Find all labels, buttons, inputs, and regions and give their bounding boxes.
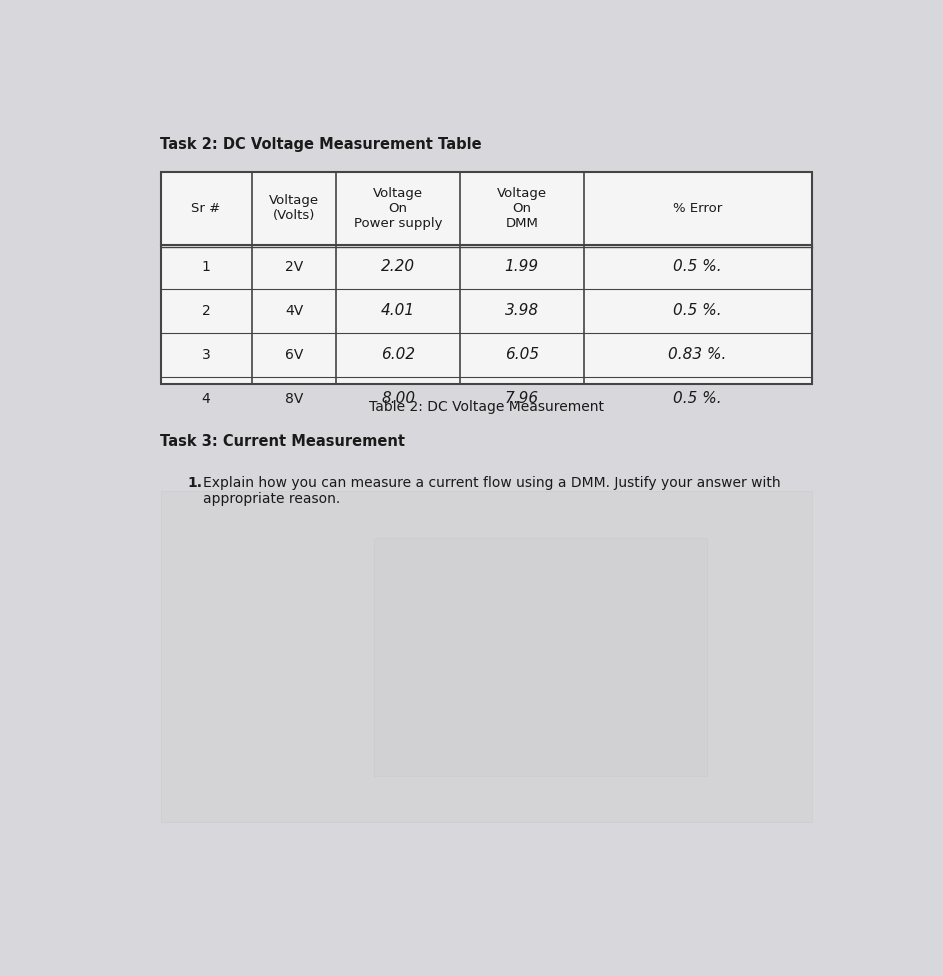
Text: 2.20: 2.20 (381, 260, 415, 274)
Text: Voltage
On
DMM: Voltage On DMM (497, 186, 547, 230)
Text: 4: 4 (202, 391, 210, 406)
Text: 6V: 6V (285, 347, 303, 362)
Text: Explain how you can measure a current flow using a DMM. Justify your answer with: Explain how you can measure a current fl… (203, 476, 781, 507)
Text: Task 3: Current Measurement: Task 3: Current Measurement (160, 433, 405, 449)
Text: 3: 3 (202, 347, 210, 362)
Text: 1.99: 1.99 (505, 260, 538, 274)
Text: 0.83 %.: 0.83 %. (669, 347, 727, 362)
Text: 0.5 %.: 0.5 %. (673, 260, 722, 274)
Text: 8.00: 8.00 (381, 391, 415, 406)
Text: 0.5 %.: 0.5 %. (673, 304, 722, 318)
Text: Task 2: DC Voltage Measurement Table: Task 2: DC Voltage Measurement Table (160, 138, 482, 152)
Text: 3.98: 3.98 (505, 304, 538, 318)
Bar (160, 491, 812, 823)
Text: 1: 1 (202, 260, 210, 274)
Text: 2V: 2V (285, 260, 303, 274)
Text: 0.5 %.: 0.5 %. (673, 391, 722, 406)
Text: 8V: 8V (285, 391, 303, 406)
Text: Voltage
(Volts): Voltage (Volts) (269, 194, 319, 223)
Text: 4.01: 4.01 (381, 304, 415, 318)
Text: Table 2: DC Voltage Measurement: Table 2: DC Voltage Measurement (369, 400, 604, 415)
Text: 7.96: 7.96 (505, 391, 538, 406)
Bar (373, 538, 707, 776)
Text: 1.: 1. (188, 476, 203, 490)
Text: % Error: % Error (673, 202, 722, 215)
Text: Voltage
On
Power supply: Voltage On Power supply (354, 186, 442, 230)
Text: 4V: 4V (285, 304, 303, 318)
Text: Sr #: Sr # (191, 202, 221, 215)
Bar (160, 172, 812, 384)
Text: 6.05: 6.05 (505, 347, 538, 362)
Text: 2: 2 (202, 304, 210, 318)
Text: 6.02: 6.02 (381, 347, 415, 362)
